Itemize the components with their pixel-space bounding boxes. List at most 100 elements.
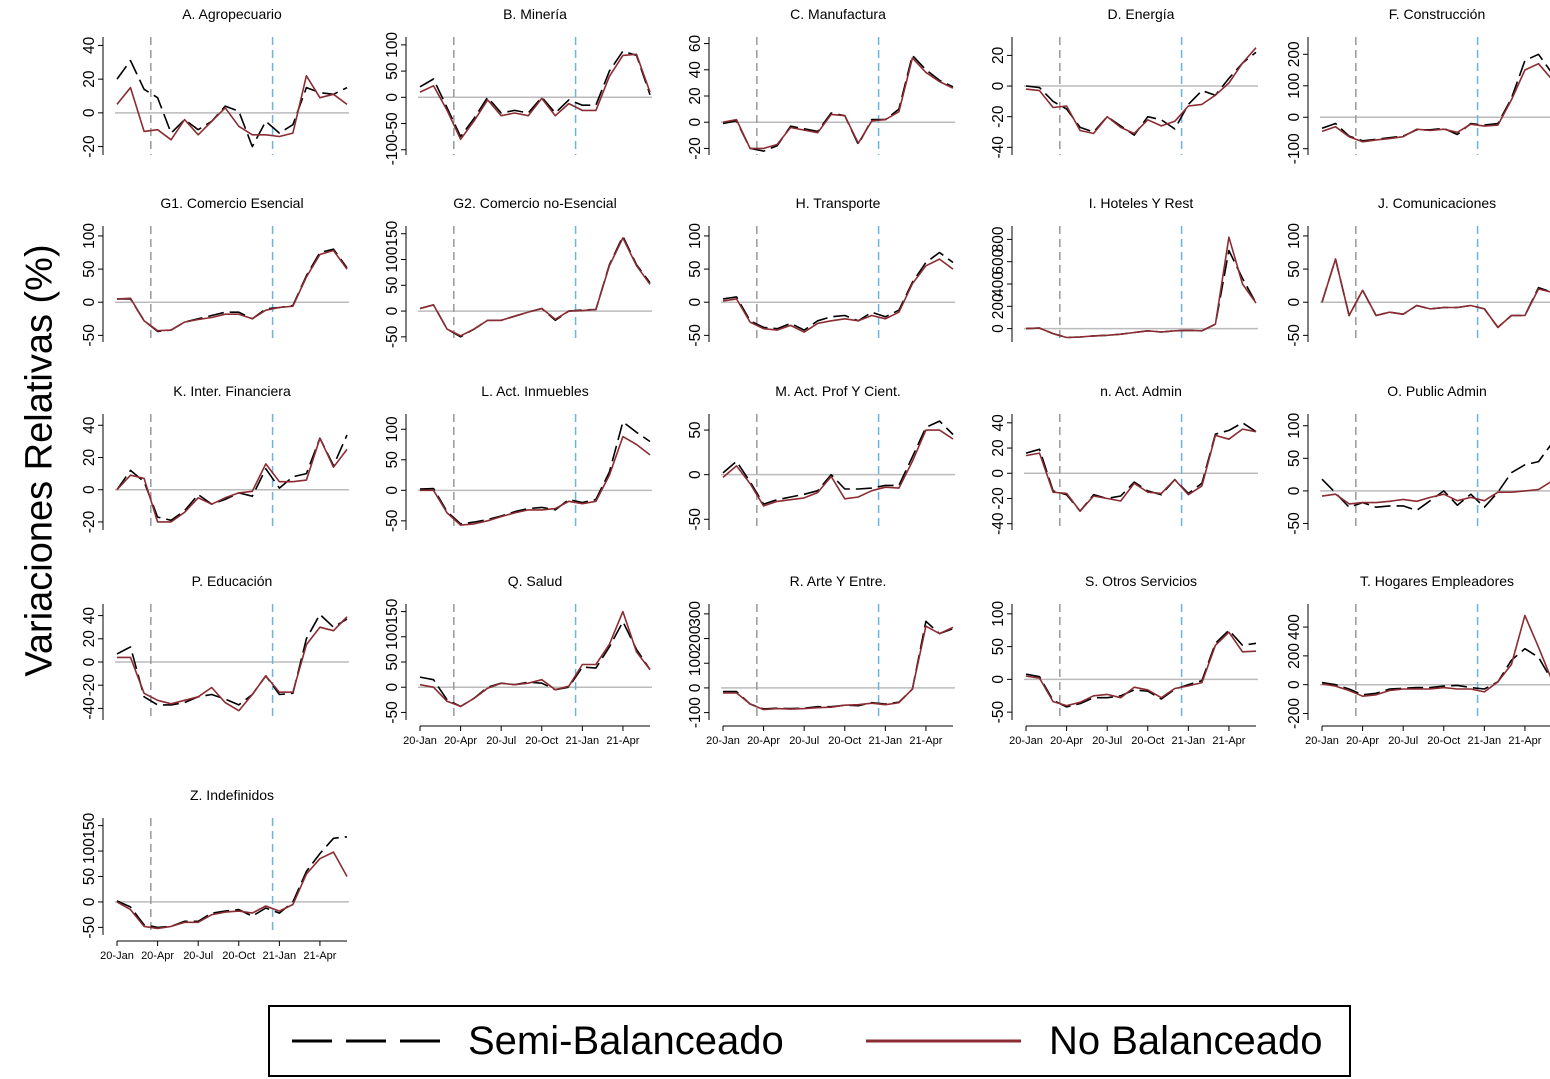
y-tick-label: 50: [1286, 260, 1303, 278]
x-tick-label: 20-Jan: [100, 950, 134, 962]
y-tick-label: -200: [1286, 698, 1303, 729]
y-tick-label: 20: [81, 449, 98, 467]
y-tick-label: 50: [990, 638, 1007, 656]
y-tick-label: -50: [384, 701, 401, 724]
y-tick-label: 40: [81, 36, 98, 54]
series-line-no-balanceado: [117, 616, 348, 712]
y-tick-label: 40: [687, 61, 704, 79]
x-tick-label: 20-Jul: [1092, 735, 1122, 747]
y-tick-label: 300: [687, 601, 704, 627]
legend-swatch-solid: [866, 1039, 1021, 1043]
panel-p-educaci-n: P. Educación -40-20 0 20 40: [81, 573, 349, 720]
series-line-no-balanceado: [419, 53, 651, 141]
y-tick-label: 0: [687, 118, 704, 127]
series-line-no-balanceado: [1025, 47, 1257, 135]
y-tick-label: 100: [990, 601, 1007, 627]
legend: Semi-Balanceado No Balanceado: [268, 1005, 1351, 1077]
y-tick-label: 100: [81, 838, 98, 864]
x-tick-label: 20-Apr: [1346, 735, 1379, 747]
legend-item-semi-balanceado: Semi-Balanceado: [292, 1007, 784, 1075]
y-tick-label: 0: [1286, 680, 1303, 689]
legend-item-no-balanceado: No Balanceado: [866, 1007, 1323, 1075]
y-tick-label: 0: [687, 470, 704, 479]
panel-o-public-admin: O. Public Admin -50 0 50 100: [1286, 383, 1550, 535]
series-line-semi-balanceado: [722, 251, 954, 331]
series-line-semi-balanceado: [722, 420, 954, 505]
y-tick-label: 40: [81, 607, 98, 625]
x-tick-label: 21-Jan: [869, 735, 903, 747]
y-tick-label: -100: [687, 697, 704, 728]
x-tick-label: 20-Jan: [403, 735, 437, 747]
x-tick-label: 20-Oct: [525, 735, 558, 747]
series-line-no-balanceado: [722, 258, 954, 333]
y-tick-label: 0: [990, 81, 1007, 90]
x-tick-label: 21-Jan: [1172, 735, 1206, 747]
y-tick-label: 0: [990, 675, 1007, 684]
panel-title: L. Act. Inmuebles: [481, 383, 588, 399]
y-tick-label: 50: [384, 276, 401, 294]
y-tick-label: 100: [384, 623, 401, 649]
y-tick-label: -20: [81, 135, 98, 158]
y-tick-label: 100: [384, 416, 401, 442]
y-tick-label: 400: [1286, 614, 1303, 640]
x-tick-label: 20-Oct: [222, 950, 255, 962]
y-tick-label: -100: [1286, 133, 1303, 164]
series-line-no-balanceado: [1025, 631, 1257, 707]
x-tick-label: 21-Jan: [263, 950, 297, 962]
legend-label-no-balanceado: No Balanceado: [1049, 1018, 1323, 1063]
series-line-semi-balanceado: [419, 50, 651, 138]
series-line-semi-balanceado: [116, 836, 348, 929]
y-tick-label: -20: [990, 105, 1007, 128]
series-line-no-balanceado: [419, 610, 651, 708]
x-tick-label: 20-Jul: [1388, 735, 1418, 747]
y-tick-label: -50: [384, 112, 401, 135]
panel-title: M. Act. Prof Y Cient.: [775, 383, 901, 399]
y-tick-label: -50: [687, 324, 704, 347]
y-tick-label: -40: [990, 136, 1007, 159]
y-tick-label: 0: [81, 108, 98, 117]
x-tick-label: 21-Apr: [1212, 735, 1245, 747]
y-tick-label: 50: [384, 451, 401, 469]
panel-title: H. Transporte: [796, 195, 881, 211]
y-tick-label: 100: [1286, 412, 1303, 438]
panel-title: K. Inter. Financiera: [173, 383, 291, 399]
panel-c-manufactura: C. Manufactura -20 0 20 40 60: [687, 6, 955, 160]
y-tick-label: 0: [384, 683, 401, 692]
y-tick-label: -20: [687, 137, 704, 160]
y-tick-label: 400: [990, 271, 1007, 297]
x-tick-label: 20-Oct: [1427, 735, 1460, 747]
series-line-no-balanceado: [1025, 428, 1257, 512]
x-tick-label: 20-Apr: [747, 735, 780, 747]
panel-title: G2. Comercio no-Esencial: [453, 195, 616, 211]
x-tick-label: 20-Jul: [183, 950, 213, 962]
panel-h-transporte: H. Transporte -50 0 50 100: [687, 195, 955, 347]
panel-g1-comercio-esencial: G1. Comercio Esencial -50 0 50 100: [81, 195, 349, 347]
y-tick-label: 800: [990, 226, 1007, 252]
y-tick-label: -50: [687, 508, 704, 531]
y-tick-label: -40: [81, 697, 98, 720]
y-tick-label: 0: [81, 897, 98, 906]
y-tick-label: 0: [687, 683, 704, 692]
panel-j-comunicaciones: J. Comunicaciones -50 0 50 100: [1286, 195, 1550, 347]
series-line-semi-balanceado: [1025, 421, 1257, 512]
y-tick-label: -50: [384, 325, 401, 348]
y-tick-label: 100: [687, 650, 704, 676]
y-tick-label: 50: [81, 260, 98, 278]
series-line-no-balanceado: [1321, 481, 1550, 505]
panel-title: B. Minería: [503, 6, 567, 22]
panel-title: J. Comunicaciones: [1378, 195, 1496, 211]
y-tick-label: 0: [990, 469, 1007, 478]
y-tick-label: -40: [990, 512, 1007, 535]
panel-title: Z. Indefinidos: [190, 787, 274, 803]
y-tick-label: -50: [81, 916, 98, 939]
x-tick-label: 21-Apr: [606, 735, 639, 747]
y-tick-label: 0: [687, 298, 704, 307]
x-tick-label: 21-Jan: [1468, 735, 1502, 747]
series-line-semi-balanceado: [116, 59, 348, 148]
series-line-no-balanceado: [116, 851, 348, 930]
y-tick-label: -50: [81, 324, 98, 347]
y-tick-label: 0: [384, 93, 401, 102]
x-tick-label: 20-Jan: [1009, 735, 1043, 747]
